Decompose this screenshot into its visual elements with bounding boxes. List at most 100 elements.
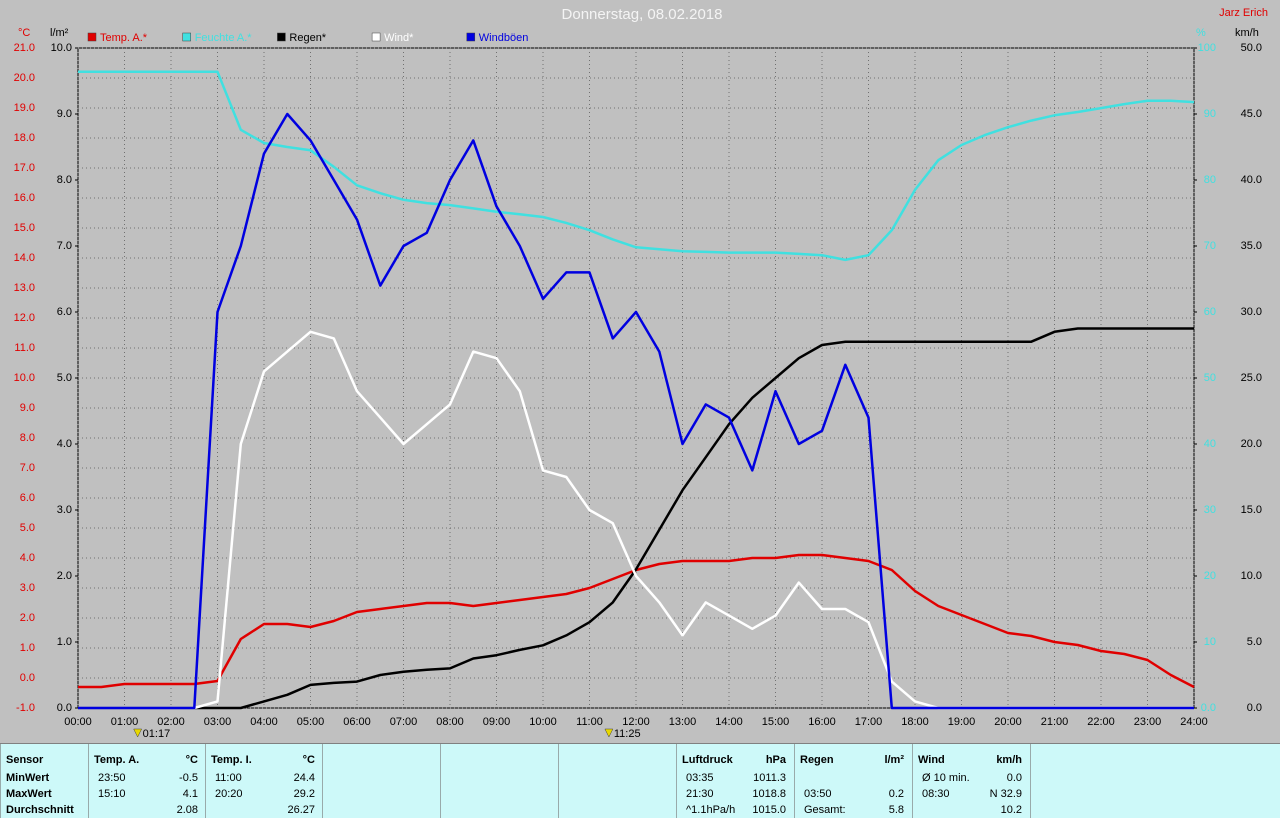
x-tick-label: 14:00 xyxy=(715,716,743,728)
value: 4.1 xyxy=(182,788,198,800)
x-tick-label: 16:00 xyxy=(808,716,836,728)
legend-label: Windböen xyxy=(479,32,529,44)
y-tick-label: 35.0 xyxy=(1241,240,1262,252)
y-tick-label: 10 xyxy=(1204,636,1216,648)
x-tick-label: 21:00 xyxy=(1041,716,1069,728)
x-tick-label: 08:00 xyxy=(436,716,464,728)
y-tick-label: 0.0 xyxy=(57,702,72,714)
value: 5.8 xyxy=(888,804,904,816)
y-tick-label: -1.0 xyxy=(16,702,35,714)
y-tick-label: 10.0 xyxy=(1241,570,1262,582)
header: Temp. A. xyxy=(94,754,140,766)
header: Regen xyxy=(800,754,834,766)
y-tick-label: 2.0 xyxy=(20,612,35,624)
y-tick-label: 70 xyxy=(1204,240,1216,252)
y-tick-label: 5.0 xyxy=(20,522,35,534)
value: 10.2 xyxy=(1000,804,1022,816)
value: 1011.3 xyxy=(753,772,786,784)
time: 20:20 xyxy=(215,788,243,800)
time: Gesamt: xyxy=(804,804,846,816)
unit: °C xyxy=(185,754,198,766)
value: N 32.9 xyxy=(989,788,1022,800)
y-tick-label: 40.0 xyxy=(1241,174,1262,186)
annotation-label: 01:17 xyxy=(143,728,171,740)
time: ^1.1hPa/h xyxy=(686,804,736,816)
x-tick-label: 22:00 xyxy=(1087,716,1115,728)
y-tick-label: 14.0 xyxy=(14,252,35,264)
y-tick-label: 0.0 xyxy=(20,672,35,684)
value: 1015.0 xyxy=(752,804,786,816)
value: 0.0 xyxy=(1006,772,1022,784)
time: 03:35 xyxy=(686,772,714,784)
time: 03:50 xyxy=(804,788,832,800)
y-tick-label: 7.0 xyxy=(20,462,35,474)
column-divider xyxy=(440,744,441,818)
column-divider xyxy=(558,744,559,818)
y-tick-label: 21.0 xyxy=(14,42,35,54)
column-divider xyxy=(205,744,206,818)
y-tick-label: 2.0 xyxy=(57,570,72,582)
chart-title: Donnerstag, 08.02.2018 xyxy=(562,6,723,23)
value: 24.4 xyxy=(293,772,315,784)
time: 11:00 xyxy=(215,772,242,784)
x-tick-label: 03:00 xyxy=(204,716,232,728)
stats-table: Sensor MinWert MaxWert Durchschnitt Temp. A.… xyxy=(0,743,1280,818)
y-tick-label: 9.0 xyxy=(57,108,72,120)
column-divider xyxy=(88,744,89,818)
y-tick-label: 3.0 xyxy=(20,582,35,594)
value: 29.2 xyxy=(293,788,315,800)
legend-swatch xyxy=(182,32,191,42)
column-divider xyxy=(322,744,323,818)
y-tick-label: 1.0 xyxy=(57,636,72,648)
x-tick-label: 06:00 xyxy=(343,716,371,728)
legend-swatch xyxy=(466,32,476,42)
y-tick-label: 50.0 xyxy=(1241,42,1262,54)
row-label: MinWert xyxy=(6,772,50,784)
x-tick-label: 11:00 xyxy=(576,716,603,728)
chart: Donnerstag, 08.02.2018 Jarz Erich °C l/m… xyxy=(14,6,1268,740)
x-tick-label: 13:00 xyxy=(669,716,697,728)
y-tick-label: 80 xyxy=(1204,174,1216,186)
x-tick-label: 02:00 xyxy=(157,716,185,728)
column-divider xyxy=(794,744,795,818)
legend-swatch xyxy=(277,32,286,42)
y-tick-label: 30.0 xyxy=(1241,306,1262,318)
value: 1018.8 xyxy=(752,788,786,800)
annotation-marker xyxy=(604,728,614,738)
series-line xyxy=(78,327,1194,710)
y-tick-label: 3.0 xyxy=(57,504,72,516)
y-tick-label: 15.0 xyxy=(1241,504,1262,516)
row-label: MaxWert xyxy=(6,788,52,800)
y-tick-label: 0.0 xyxy=(1201,702,1216,714)
x-tick-label: 05:00 xyxy=(297,716,325,728)
y-tick-label: 12.0 xyxy=(14,312,35,324)
time: 08:30 xyxy=(922,788,950,800)
y-tick-label: 10.0 xyxy=(14,372,35,384)
y-tick-label: 20 xyxy=(1204,570,1216,582)
unit: km/h xyxy=(996,754,1022,766)
x-tick-label: 23:00 xyxy=(1134,716,1162,728)
x-tick-label: 01:00 xyxy=(111,716,139,728)
time: 15:10 xyxy=(98,788,126,800)
annotation-label: 11:25 xyxy=(614,728,641,740)
legend-swatch xyxy=(87,32,97,42)
y-tick-label: 5.0 xyxy=(57,372,72,384)
unit: hPa xyxy=(765,754,786,766)
header: Luftdruck xyxy=(682,754,733,766)
y-tick-label: 1.0 xyxy=(20,642,35,654)
y-tick-label: 90 xyxy=(1204,108,1216,120)
x-tick-label: 00:00 xyxy=(64,716,92,728)
y-unit: °C xyxy=(18,27,30,39)
y-tick-label: 15.0 xyxy=(14,222,35,234)
y-tick-label: 18.0 xyxy=(14,132,35,144)
value: 26.27 xyxy=(287,804,315,816)
x-tick-label: 24:00 xyxy=(1180,716,1208,728)
y-tick-label: 20.0 xyxy=(14,72,35,84)
author: Jarz Erich xyxy=(1219,7,1268,19)
x-tick-label: 04:00 xyxy=(250,716,278,728)
x-tick-label: 15:00 xyxy=(762,716,790,728)
header: Wind xyxy=(918,754,945,766)
header: Temp. I. xyxy=(211,754,252,766)
y-tick-label: 4.0 xyxy=(20,552,35,564)
